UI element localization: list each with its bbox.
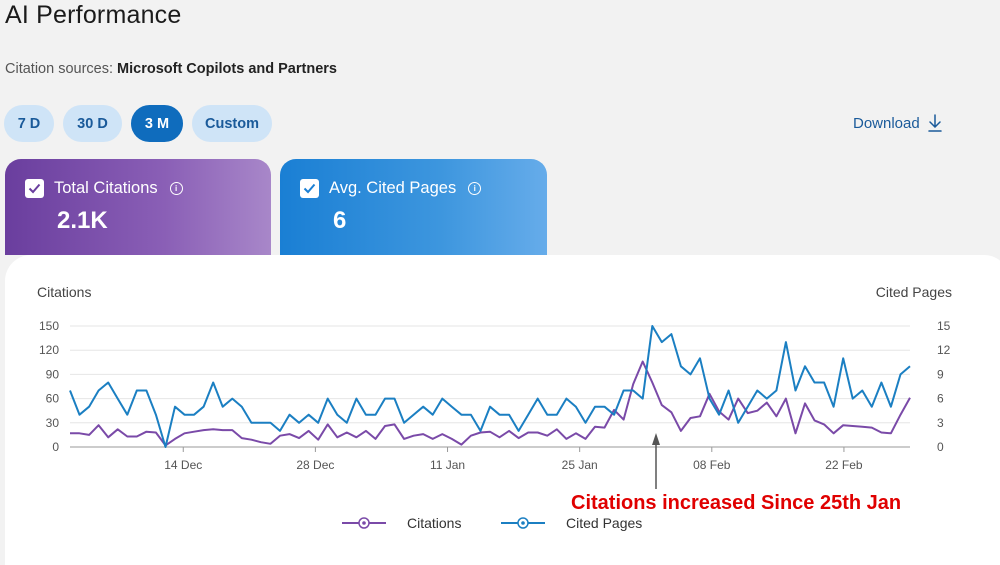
legend-swatch-dot xyxy=(362,521,366,525)
x-tick-label: 25 Jan xyxy=(562,458,598,472)
annotation-arrowhead xyxy=(652,433,660,445)
annotation-text: Citations increased Since 25th Jan xyxy=(571,492,901,514)
right-tick-label: 3 xyxy=(937,416,944,430)
line-chart: Citations Cited Pages 0 30 60 90 120 150 0 3 6 9… xyxy=(37,284,952,531)
right-axis-title: Cited Pages xyxy=(876,284,952,300)
total-citations-label: Total Citations xyxy=(54,179,158,197)
legend-label: Cited Pages xyxy=(566,515,642,531)
avg-cited-pages-card[interactable]: Avg. Cited Pages i 6 xyxy=(280,159,547,255)
range-3m-button[interactable]: 3 M xyxy=(131,105,183,142)
info-icon[interactable]: i xyxy=(169,182,183,195)
page-title: AI Performance xyxy=(5,1,182,29)
right-tick-label: 0 xyxy=(937,440,944,454)
checkmark-icon xyxy=(303,183,316,194)
checkmark-icon xyxy=(28,183,41,194)
x-tick-label: 11 Jan xyxy=(430,458,465,472)
left-tick-label: 60 xyxy=(46,392,60,406)
total-citations-value: 2.1K xyxy=(57,207,108,234)
right-tick-label: 12 xyxy=(937,343,951,357)
citation-sources: Citation sources: Microsoft Copilots and… xyxy=(5,61,337,77)
download-label: Download xyxy=(853,114,920,132)
total-citations-card[interactable]: Total Citations i 2.1K xyxy=(5,159,271,255)
download-arrow-icon xyxy=(927,114,942,132)
left-tick-label: 30 xyxy=(46,416,60,430)
avg-cited-pages-value: 6 xyxy=(333,207,347,234)
x-tick-label: 28 Dec xyxy=(296,458,334,472)
x-tick-label: 22 Feb xyxy=(825,458,863,472)
avg-cited-pages-label: Avg. Cited Pages xyxy=(329,179,457,197)
left-tick-label: 0 xyxy=(52,440,59,454)
citation-sources-value: Microsoft Copilots and Partners xyxy=(117,61,337,77)
range-7d-button[interactable]: 7 D xyxy=(4,105,54,142)
left-tick-label: 120 xyxy=(39,343,59,357)
legend-label: Citations xyxy=(407,515,461,531)
range-30d-button[interactable]: 30 D xyxy=(63,105,122,142)
series-line-citations xyxy=(70,360,911,447)
x-tick-label: 14 Dec xyxy=(164,458,202,472)
date-range-selector: 7 D 30 D 3 M Custom xyxy=(4,105,272,142)
legend-swatch-dot xyxy=(521,521,525,525)
info-icon[interactable]: i xyxy=(468,182,482,195)
right-tick-label: 6 xyxy=(937,392,944,406)
left-axis-title: Citations xyxy=(37,284,91,300)
right-tick-label: 15 xyxy=(937,319,951,333)
chart-card: Citations Cited Pages 0 30 60 90 120 150 0 3 6 9… xyxy=(5,255,1000,565)
x-tick-label: 08 Feb xyxy=(693,458,731,472)
citation-sources-label: Citation sources: xyxy=(5,61,113,77)
right-tick-label: 9 xyxy=(937,367,944,381)
avg-cited-pages-checkbox[interactable] xyxy=(300,179,319,198)
left-tick-label: 90 xyxy=(46,367,60,381)
series-line-cited-pages xyxy=(69,325,911,448)
total-citations-checkbox[interactable] xyxy=(25,179,44,198)
range-custom-button[interactable]: Custom xyxy=(192,105,272,142)
left-tick-label: 150 xyxy=(39,319,59,333)
download-button[interactable]: Download xyxy=(853,114,942,132)
